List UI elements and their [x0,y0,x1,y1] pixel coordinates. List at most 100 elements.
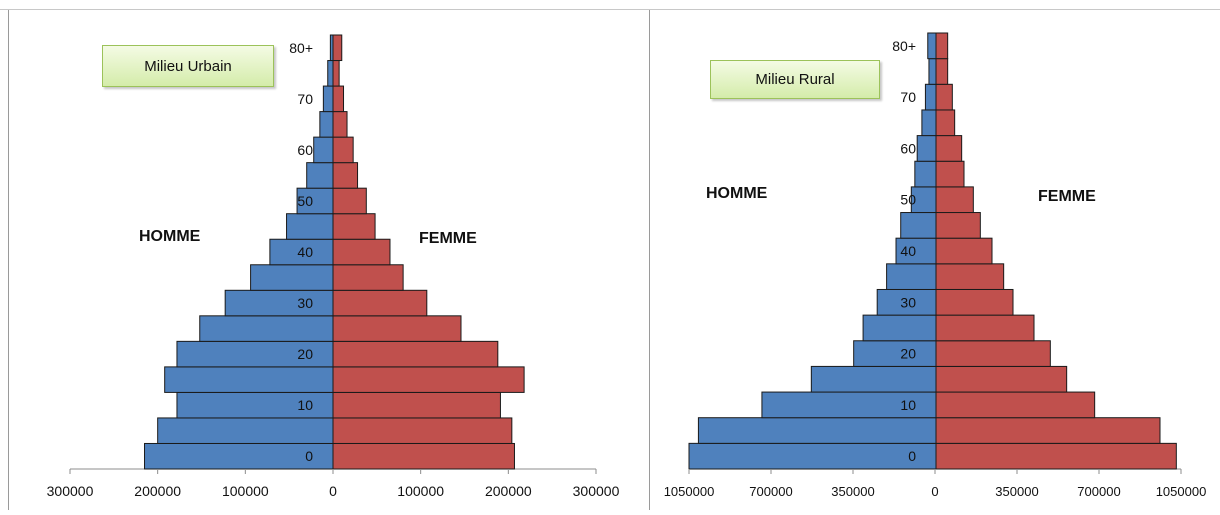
urban-bar-male [157,417,334,444]
rural-age-label: 40 [900,243,916,259]
rural-bar-male [853,340,937,367]
rural-bar-female [935,135,963,162]
rural-bar-male [761,391,937,419]
urban-bar-female [332,60,340,87]
urban-pyramid-chart: 0 10 20 30 40 50 60 70 80+ 300000 200000 100000 0 100… [47,34,620,499]
urban-bar-male [176,340,334,368]
rural-male-label: HOMME [706,185,768,202]
urban-bar-male [286,213,334,240]
urban-bar-female [332,442,515,470]
rural-bar-male [914,160,937,188]
rural-bar-male [928,58,937,85]
rural-tick-label: 700000 [749,484,792,499]
rural-age-label: 10 [900,397,916,413]
rural-bar-male [900,212,937,239]
urban-bar-male [269,238,334,266]
urban-bar-male [296,187,334,215]
urban-bar-male [250,264,334,291]
urban-bar-female [332,315,462,342]
rural-bar-female [935,417,1161,444]
rural-bar-female [935,109,956,137]
urban-bar-female [332,391,501,419]
rural-bar-female [935,314,1035,342]
rural-age-label: 0 [908,448,916,464]
urban-bar-female [332,238,391,266]
rural-tick-label: 0 [931,484,938,499]
rural-bar-female [935,263,1005,290]
rural-bar-male [924,83,937,111]
urban-bar-female [332,111,348,138]
urban-tick-label: 200000 [134,483,181,499]
rural-bar-female [935,391,1096,419]
urban-age-label: 50 [297,193,313,209]
rural-bar-male [697,417,937,444]
urban-bar-male [322,85,334,113]
urban-age-label: 20 [297,346,313,362]
rural-title: Milieu Rural [755,71,835,88]
urban-bar-female [332,289,428,317]
urban-bar-male [199,315,334,342]
rural-bar-female [935,58,949,85]
rural-tick-label: 1050000 [1156,484,1207,499]
top-divider [0,9,1220,10]
rural-tick-label: 350000 [831,484,874,499]
rural-bar-female [935,32,949,60]
urban-tick-label: 100000 [222,483,269,499]
urban-female-label: FEMME [419,230,477,247]
urban-bar-male [224,289,334,317]
rural-bar-male [886,263,937,290]
urban-tick-label: 100000 [397,483,444,499]
rural-tick-label: 700000 [1077,484,1120,499]
rural-bar-female [935,288,1014,316]
urban-bar-female [332,340,499,368]
urban-bar-female [332,162,359,189]
urban-bar-male [319,111,334,138]
rural-age-label: 30 [900,294,916,310]
rural-pyramid-chart: 0 10 20 30 40 50 60 70 80+ 1050000 700000 350000 0 35… [664,32,1207,499]
rural-pyramid-panel: 0 10 20 30 40 50 60 70 80+ 1050000 700000 350000 0 35… [649,10,1220,510]
urban-tick-label: 0 [329,483,337,499]
rural-tick-label: 350000 [995,484,1038,499]
urban-age-label: 70 [297,91,313,107]
urban-tick-label: 300000 [47,483,94,499]
rural-age-label: 60 [900,140,916,156]
rural-tick-label: 1050000 [664,484,715,499]
urban-bar-female [332,213,376,240]
urban-bar-female [332,417,513,444]
urban-age-label: 0 [305,448,313,464]
rural-female-label: FEMME [1038,188,1096,205]
urban-title: Milieu Urbain [144,57,232,75]
rural-bar-female [935,340,1051,367]
rural-age-label: 50 [900,192,916,208]
rural-bar-male [810,365,937,393]
urban-bar-male [306,162,334,189]
urban-age-label: 30 [297,295,313,311]
urban-bar-male [313,136,334,164]
rural-bar-female [935,212,981,239]
urban-bar-female [332,264,404,291]
urban-male-label: HOMME [139,228,201,245]
rural-age-label: 20 [900,346,916,362]
rural-bar-male [876,288,937,316]
urban-bar-female [332,34,343,62]
urban-age-label: 60 [297,142,313,158]
urban-bar-male [327,60,334,87]
rural-bar-male [916,135,937,162]
urban-bar-female [332,187,367,215]
rural-bar-male [927,32,937,60]
urban-age-label: 80+ [289,40,313,56]
rural-bar-male [862,314,937,342]
urban-bar-male [164,366,334,393]
rural-bar-female [935,160,965,188]
rural-bar-male [921,109,937,137]
rural-title-box: Milieu Rural [710,60,880,99]
rural-age-label: 80+ [892,38,916,54]
urban-bar-female [332,366,525,393]
urban-bar-female [332,136,354,164]
rural-age-label: 70 [900,89,916,105]
urban-pyramid-panel: 0 10 20 30 40 50 60 70 80+ 300000 200000 100000 0 100… [8,10,646,510]
rural-bar-male [688,442,937,470]
rural-bar-female [935,442,1177,470]
urban-title-box: Milieu Urbain [102,45,274,87]
rural-bar-female [935,83,953,111]
